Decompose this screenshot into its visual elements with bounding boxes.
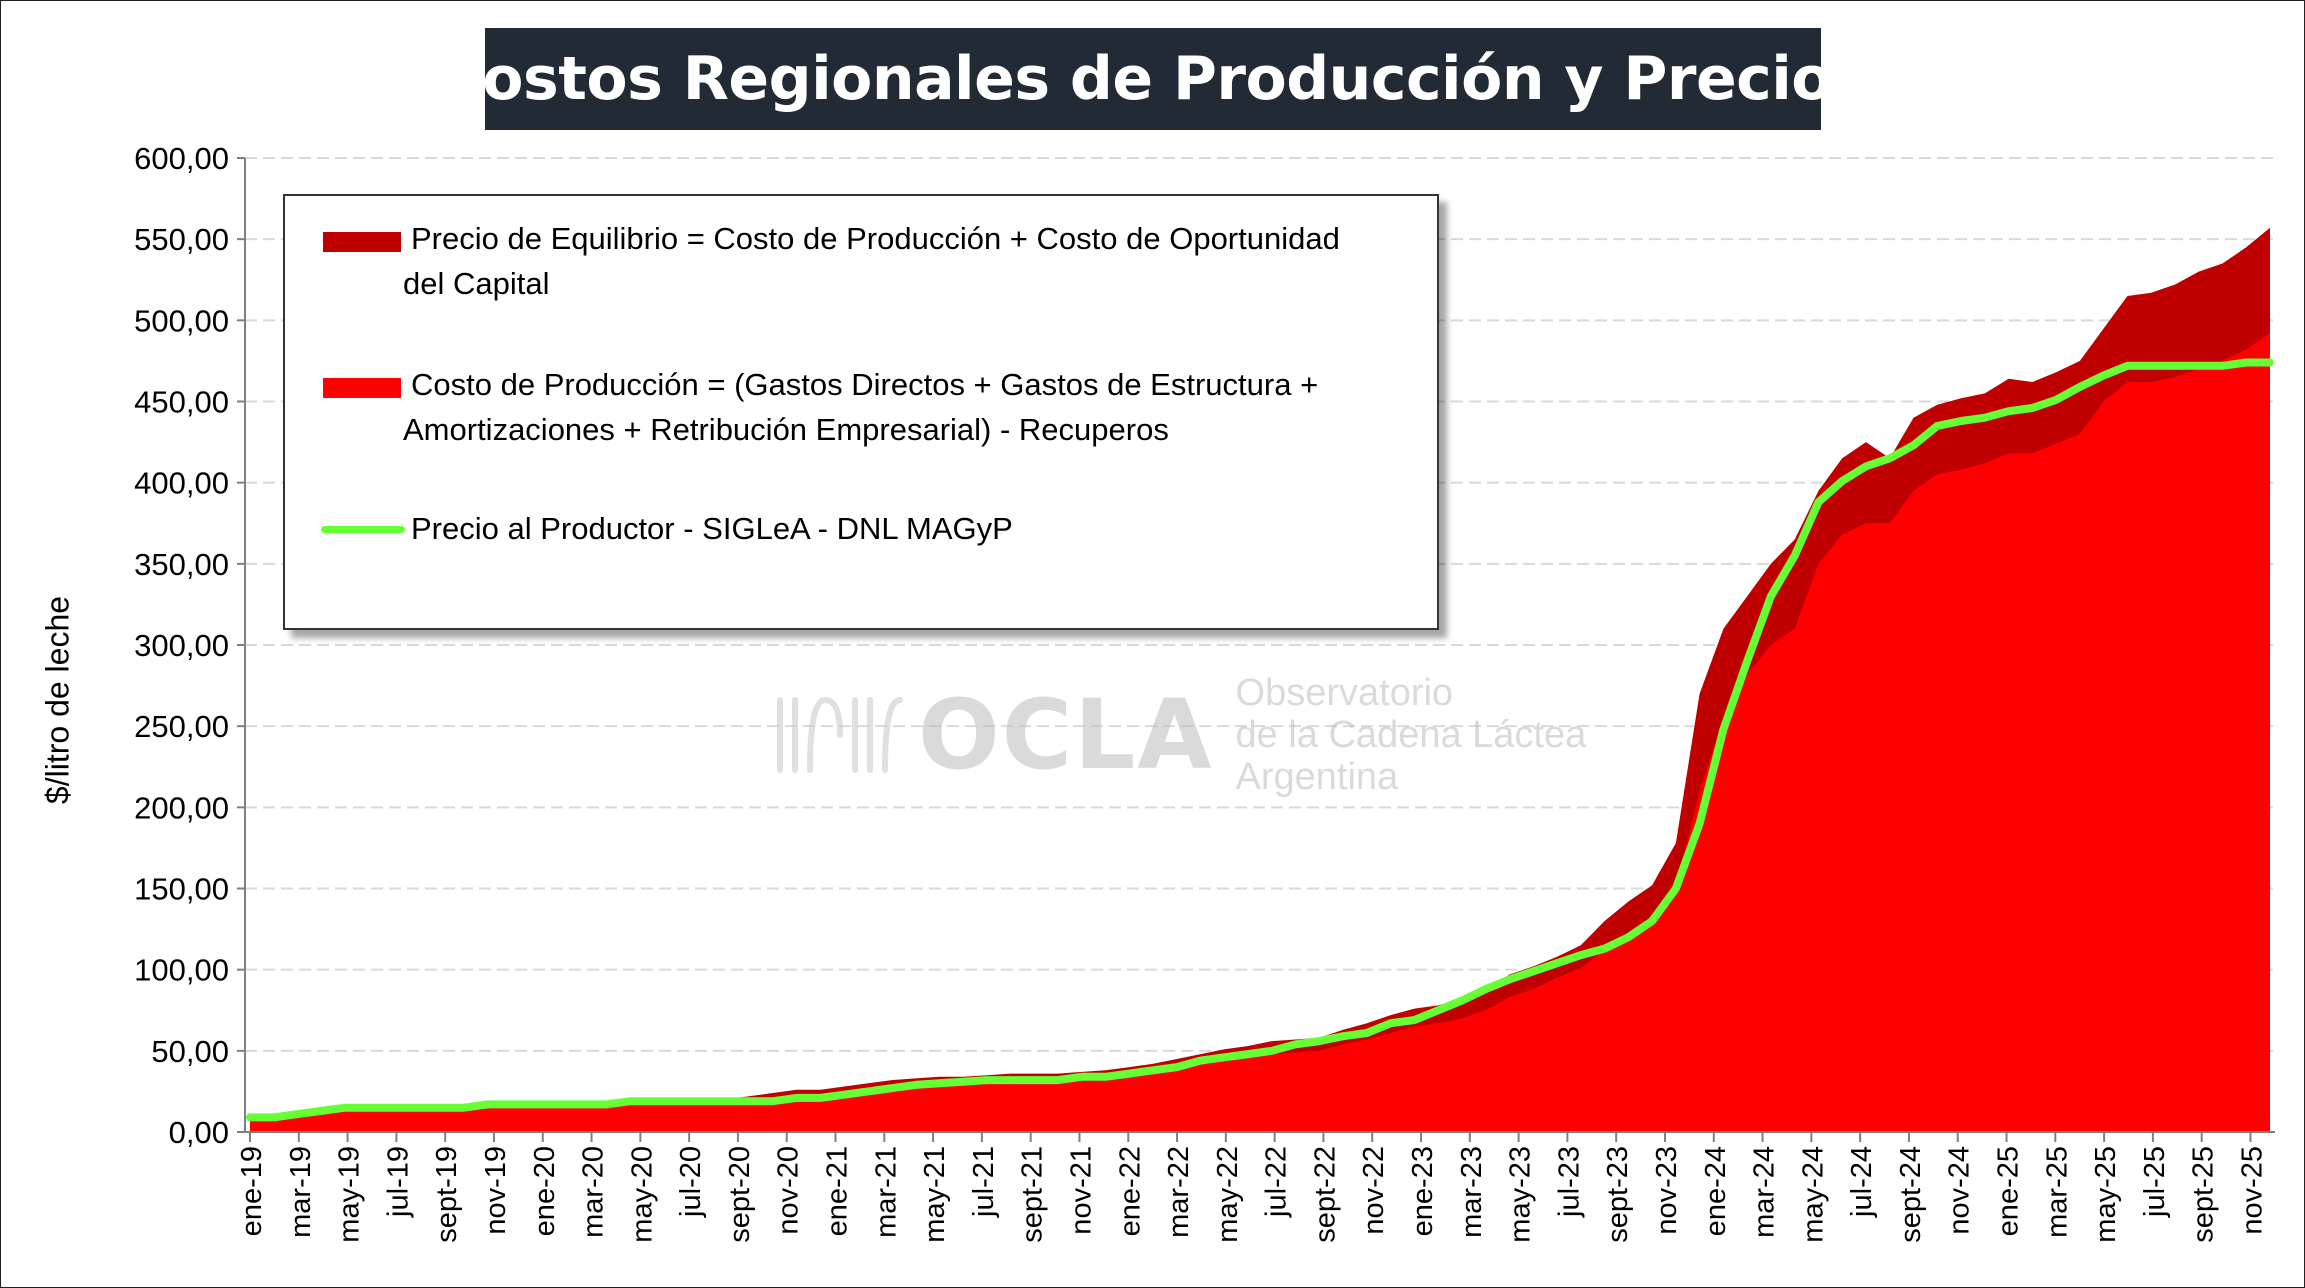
x-tick-label: sept-20 [724,1146,756,1243]
x-tick-label: mar-22 [1163,1146,1195,1238]
y-tick-label: 350,00 [134,547,229,582]
x-tick-label: may-21 [919,1146,951,1243]
x-tick-label: nov-24 [1944,1146,1976,1235]
x-tick-label: ene-20 [529,1146,561,1236]
x-tick-label: jul-24 [1846,1146,1878,1218]
x-tick-label: may-22 [1212,1146,1244,1243]
x-tick-label: sept-25 [2188,1146,2220,1243]
legend-label-costo: Costo de Producción = (Gastos Directos +… [403,362,1319,452]
ocla-logo-caption: Observatorio de la Cadena Láctea Argenti… [1236,672,1587,798]
legend-precio-line1: Precio al Productor - SIGLeA - DNL MAGyP [411,511,1013,546]
x-tick-labels: ene-19 mar-19 may-19 jul-19 sept-19 nov-19 ene… [236,1146,2268,1243]
axes [237,157,2275,1142]
x-tick-label: may-23 [1505,1146,1537,1243]
legend-costo-line1: Costo de Producción = (Gastos Directos +… [411,367,1319,402]
x-tick-label: may-25 [2090,1146,2122,1243]
ocla-caption-line2: de la Cadena Láctea [1235,714,1587,756]
y-tick-label: 300,00 [134,628,229,663]
y-tick-label: 250,00 [134,709,229,744]
plot-areas [246,227,2274,1133]
x-tick-label: ene-21 [822,1146,854,1236]
x-tick-label: mar-25 [2041,1146,2073,1238]
x-tick-label: ene-22 [1114,1146,1146,1236]
ocla-caption-line3: Argentina [1235,756,1399,798]
x-tick-label: jul-23 [1553,1146,1585,1218]
y-tick-label: 0,00 [169,1115,229,1150]
ocla-watermark: OCLA Observatorio de la Cadena Láctea Ar… [775,672,1586,798]
ocla-logo-text: OCLA [918,679,1214,791]
x-tick-label: ene-23 [1407,1146,1439,1236]
x-tick-label: mar-23 [1456,1146,1488,1238]
y-tick-label: 550,00 [134,222,229,257]
legend-label-precio: Precio al Productor - SIGLeA - DNL MAGyP [411,506,1013,551]
chart-title: Costos Regionales de Producción y Precio… [438,44,1868,114]
x-tick-label: sept-24 [1895,1146,1927,1243]
x-tick-label: nov-19 [480,1146,512,1235]
x-tick-label: nov-22 [1358,1146,1390,1235]
y-tick-label: 400,00 [134,466,229,501]
legend-equilibrio-line2: del Capital [403,266,550,301]
x-tick-label: ene-24 [1700,1146,1732,1236]
x-tick-label: nov-21 [1065,1146,1097,1235]
y-axis-label: $/litro de leche [39,595,76,805]
legend-swatch-costo [323,378,401,398]
y-tick-label: 600,00 [134,141,229,176]
x-tick-label: sept-22 [1309,1146,1341,1243]
x-tick-label: jul-19 [382,1146,414,1218]
legend-label-equilibrio: Precio de Equilibrio = Costo de Producci… [403,216,1340,306]
x-tick-label: sept-21 [1017,1146,1049,1243]
legend-costo-line2: Amortizaciones + Retribución Empresarial… [403,412,1169,447]
x-tick-label: nov-25 [2236,1146,2268,1235]
x-tick-label: may-20 [626,1146,658,1243]
y-tick-label: 150,00 [134,872,229,907]
legend-swatch-precio [321,526,405,533]
x-tick-label: mar-21 [870,1146,902,1238]
series-area-costo [250,333,2270,1132]
ocla-caption-line1: Observatorio [1235,672,1454,714]
y-tick-label: 450,00 [134,385,229,420]
x-tick-label: mar-24 [1749,1146,1781,1238]
ocla-logo-waves-icon [777,696,903,773]
y-tick-label: 500,00 [134,303,229,338]
x-tick-label: may-19 [334,1146,366,1243]
y-tick-labels: 0,00 50,00 100,00 150,00 200,00 250,00 300,00 3… [134,141,229,1150]
y-tick-label: 200,00 [134,790,229,825]
x-tick-label: nov-20 [773,1146,805,1235]
chart-title-box: Costos Regionales de Producción y Precio… [439,28,1868,130]
x-tick-label: sept-23 [1602,1146,1634,1243]
x-tick-label: ene-25 [1993,1146,2025,1236]
x-tick-label: jul-21 [968,1146,1000,1218]
x-tick-label: ene-19 [236,1146,268,1236]
x-tick-label: mar-20 [578,1146,610,1238]
series-line-precio [246,358,2274,1122]
legend: Precio de Equilibrio = Costo de Producci… [283,194,1439,630]
x-tick-label: jul-22 [1261,1146,1293,1218]
x-tick-label: jul-25 [2139,1146,2171,1218]
x-tick-label: jul-20 [675,1146,707,1218]
x-tick-label: sept-19 [431,1146,463,1243]
x-tick-label: nov-23 [1651,1146,1683,1235]
legend-equilibrio-line1: Precio de Equilibrio = Costo de Producci… [411,221,1340,256]
y-tick-label: 50,00 [151,1034,229,1069]
x-tick-label: mar-19 [285,1146,317,1238]
legend-swatch-equilibrio [323,232,401,252]
y-tick-label: 100,00 [134,953,229,988]
x-tick-label: may-24 [1797,1146,1829,1243]
